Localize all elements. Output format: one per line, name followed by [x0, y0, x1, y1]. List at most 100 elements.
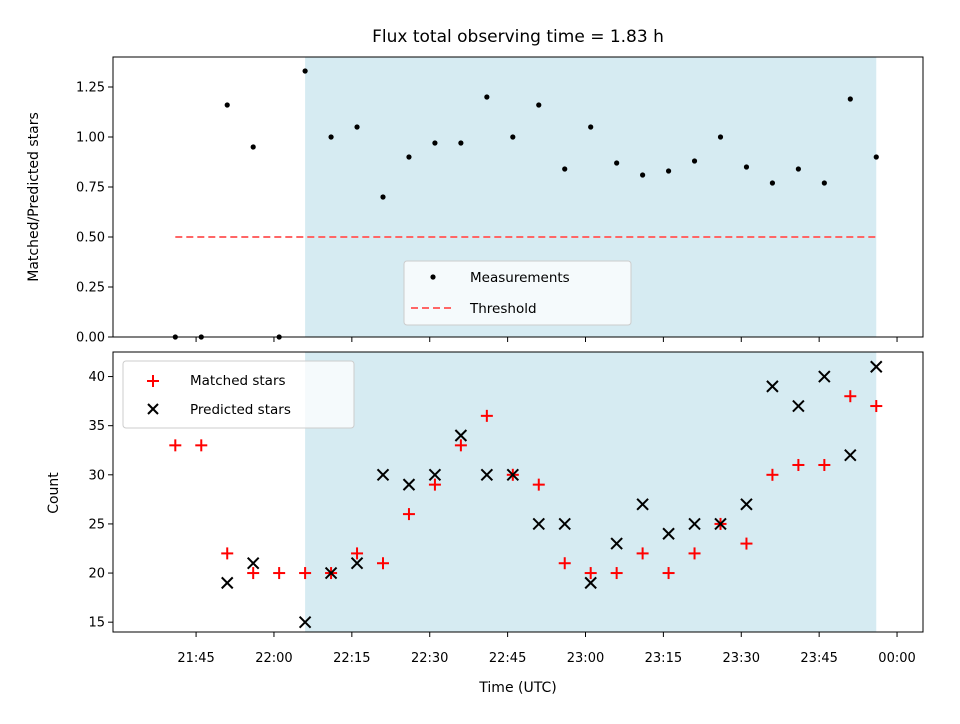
matched-star-point	[818, 458, 831, 471]
y-tick-label: 0.75	[76, 181, 105, 196]
predicted-star-point	[558, 517, 571, 531]
bottom-panel: 15 20 25 30 35 40 21:45 22:00 22:15 22:30 22:45 23…	[46, 351, 924, 696]
predicted-star-point	[870, 360, 883, 373]
predicted-star-point	[792, 399, 805, 413]
predicted-star-point	[480, 468, 494, 482]
predicted-star-point	[766, 380, 779, 393]
predicted-star-point	[584, 576, 597, 590]
y-tick-label: 30	[88, 468, 105, 483]
measurement-point	[302, 68, 308, 74]
predicted-star-point	[246, 557, 260, 570]
y-tick-label: 15	[88, 616, 105, 631]
matched-star-point	[299, 567, 312, 580]
bottom-legend-box	[122, 360, 355, 429]
measurement-point	[354, 124, 360, 130]
predicted-star-point	[376, 468, 390, 482]
top-panel: Flux total observing time = 1.83 h 0.000…	[26, 27, 924, 346]
predicted-star-point	[298, 615, 312, 629]
predicted-star-point	[221, 576, 234, 590]
measurement-point	[640, 172, 646, 178]
legend-measurements-label: Measurements	[470, 270, 570, 286]
top-legend-box	[403, 260, 632, 326]
predicted-star-point	[324, 566, 338, 580]
x-tick-label: 23:00	[567, 651, 604, 666]
measurement-point	[380, 194, 386, 200]
x-tick-label: 22:45	[489, 651, 526, 666]
x-tick-label: 23:45	[800, 651, 837, 666]
measurement-point	[821, 180, 827, 186]
measurement-point	[614, 160, 620, 166]
y-tick-label: 0.50	[76, 231, 105, 246]
measurement-point	[458, 140, 464, 146]
legend-predicted-marker	[147, 403, 159, 415]
matched-star-point	[221, 547, 234, 560]
measurement-point	[406, 154, 412, 160]
top-x-ticks	[195, 337, 898, 342]
y-tick-label: 0.25	[76, 281, 105, 296]
measurement-point	[588, 124, 594, 130]
bottom-y-ticks: 15 20 25 30 35 40	[88, 370, 113, 631]
predicted-star-point	[428, 468, 442, 482]
measurement-point	[769, 180, 776, 186]
legend-matched-marker	[147, 375, 159, 387]
count-points	[169, 360, 883, 629]
x-tick-label: 21:45	[177, 651, 214, 666]
matched-star-point	[558, 557, 571, 570]
matched-star-point	[195, 439, 208, 452]
top-y-ticks: 0.00 0.25 0.50 0.75 1.00 1.25	[76, 81, 113, 346]
predicted-star-point	[506, 468, 520, 482]
measurement-point	[873, 154, 879, 160]
measurement-point	[743, 164, 750, 170]
measurement-point	[536, 102, 542, 108]
measurement-point	[847, 96, 853, 102]
measurement-point	[432, 140, 438, 146]
predicted-star-point	[610, 537, 623, 550]
top-axes-frame	[112, 56, 924, 338]
y-tick-label: 25	[88, 517, 105, 532]
predicted-star-point	[662, 527, 675, 540]
predicted-star-point	[740, 498, 753, 511]
predicted-star-point	[844, 448, 857, 462]
legend-threshold-label: Threshold	[469, 301, 537, 317]
legend-measurements-marker	[430, 274, 436, 280]
predicted-star-point	[714, 517, 727, 531]
measurement-point	[484, 94, 490, 100]
matched-star-point	[870, 400, 883, 413]
measurement-point	[795, 166, 801, 172]
measurement-point	[717, 134, 724, 140]
top-legend: Measurements Threshold	[403, 260, 632, 326]
matched-star-point	[480, 409, 493, 422]
bottom-y-axis-label: Count	[46, 472, 62, 514]
bottom-x-ticks: 21:45 22:00 22:15 22:30 22:45 23:00 23:15 23:30…	[177, 632, 916, 666]
x-tick-label: 23:30	[723, 651, 760, 666]
matched-star-point	[454, 439, 467, 452]
x-tick-label: 22:00	[255, 651, 292, 666]
y-tick-label: 1.25	[76, 81, 105, 96]
measurement-point	[665, 168, 672, 174]
predicted-star-point	[636, 498, 649, 511]
matched-star-point	[688, 547, 701, 560]
matched-star-point	[740, 537, 753, 550]
matched-star-point	[766, 468, 779, 481]
predicted-star-point	[688, 517, 701, 531]
matched-star-point	[377, 557, 389, 570]
y-tick-label: 0.00	[76, 331, 105, 346]
matched-star-point	[636, 547, 649, 560]
predicted-star-point	[350, 557, 364, 570]
matched-star-point	[662, 567, 675, 580]
bottom-legend: Matched stars Predicted stars	[122, 360, 355, 429]
matched-star-point	[584, 567, 597, 580]
legend-predicted-label: Predicted stars	[190, 402, 291, 418]
x-tick-label: 23:15	[645, 651, 682, 666]
predicted-star-point	[454, 429, 468, 442]
y-tick-label: 20	[88, 567, 105, 582]
predicted-star-point	[402, 478, 416, 491]
predicted-star-point	[818, 370, 831, 383]
measurement-points	[172, 68, 879, 340]
measurement-point	[250, 144, 256, 150]
bottom-axes-frame	[112, 351, 924, 633]
legend-matched-label: Matched stars	[190, 373, 286, 389]
matched-star-point	[610, 567, 623, 580]
matched-star-point	[169, 439, 182, 452]
